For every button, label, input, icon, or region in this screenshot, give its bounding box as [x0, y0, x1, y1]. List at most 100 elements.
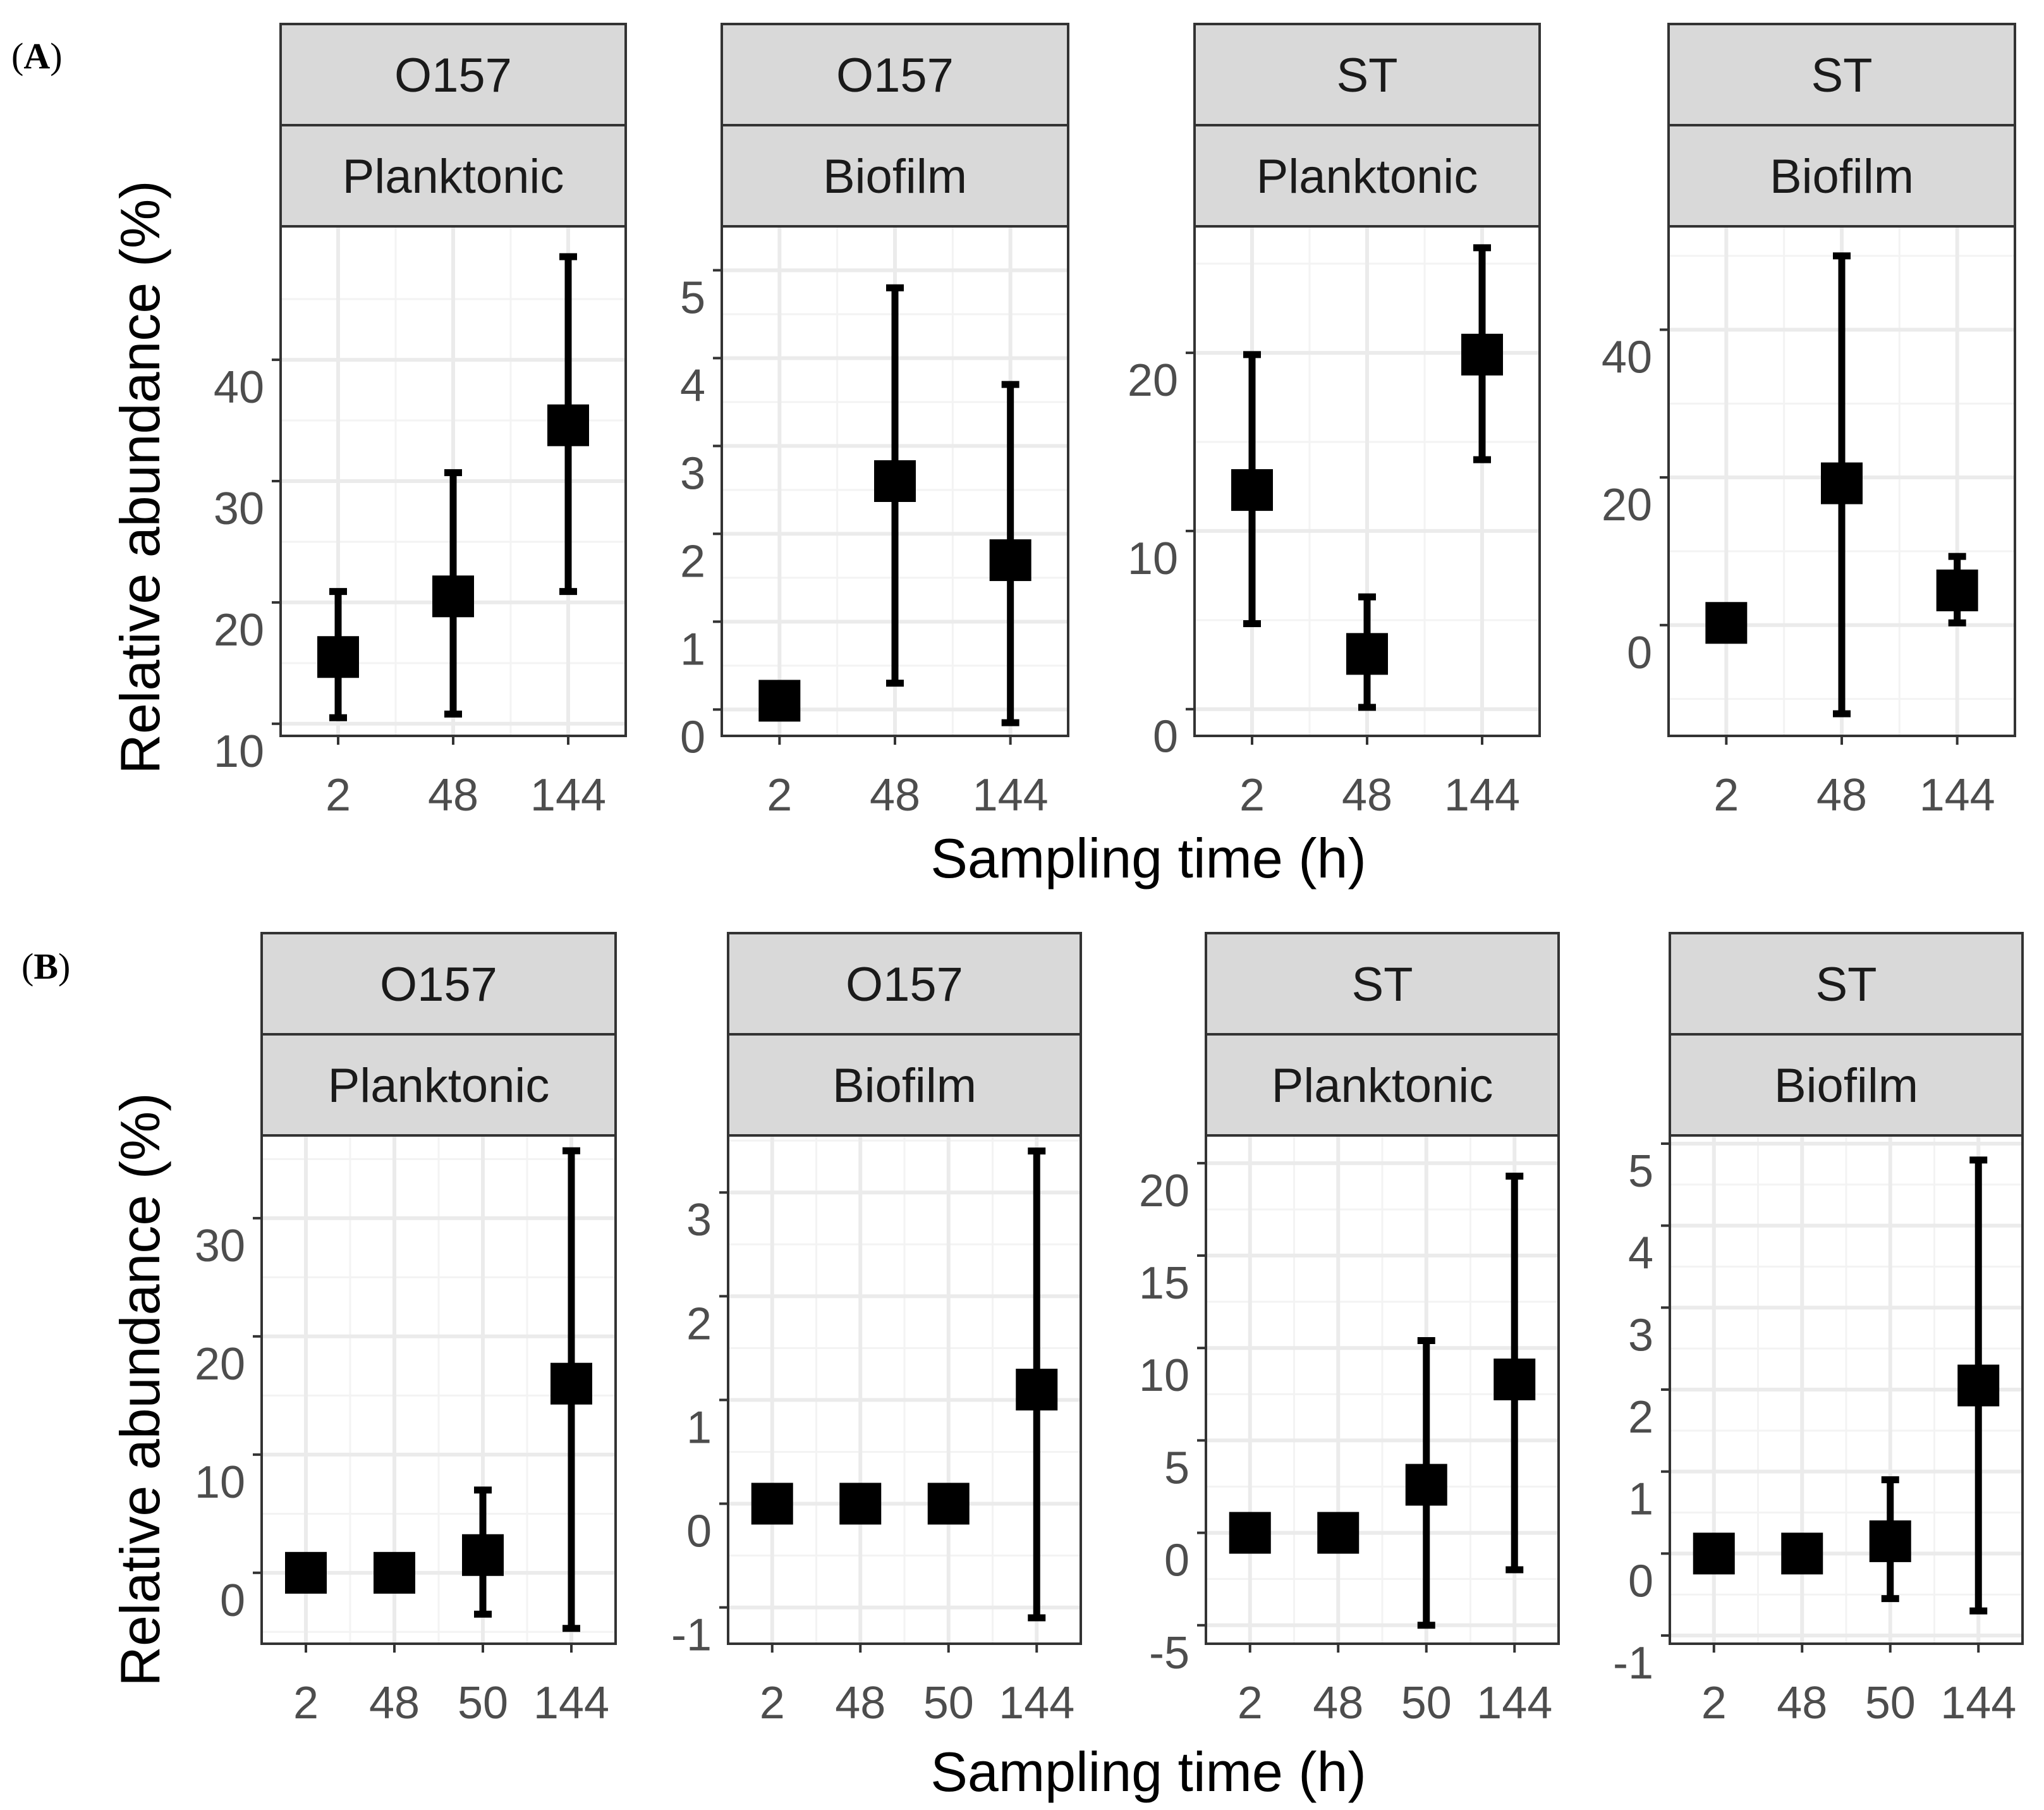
strip-strain-label: ST: [1351, 958, 1413, 1012]
strip-state-box: [1669, 1033, 2024, 1137]
data-point: [1705, 602, 1748, 644]
strip-state-box: [1205, 1033, 1560, 1137]
y-tick-label: 10: [1139, 1350, 1189, 1401]
y-tick-label: 3: [680, 448, 705, 499]
x-tick-label: 50: [458, 1678, 508, 1728]
axis-titles: Relative abundance (%) Sampling time (h)…: [109, 180, 1366, 1803]
x-tick-label: 48: [1342, 770, 1392, 821]
strip-strain-label: ST: [1336, 49, 1397, 102]
data-point: [1317, 1512, 1360, 1554]
x-tick-label: 48: [835, 1678, 885, 1728]
data-point: [839, 1483, 882, 1525]
y-tick-label: 10: [195, 1457, 245, 1508]
strip-strain-box: [1667, 23, 2016, 126]
facet-panel-a-st-biofilm: ST Biofilm 0 20 40 2 48 144: [1602, 23, 2016, 821]
x-tick-label: 144: [1919, 770, 1995, 821]
data-point: [1821, 462, 1863, 504]
data-point: [1493, 1358, 1536, 1400]
y-tick-label: 30: [214, 484, 264, 534]
y-tick-label: 20: [1128, 355, 1178, 406]
y-tick-label: 0: [1628, 1556, 1653, 1606]
strip-strain-label: O157: [394, 49, 512, 102]
x-tick-label: 144: [973, 770, 1049, 821]
strip-strain-box: [727, 932, 1082, 1036]
strip-state-label: Planktonic: [1256, 150, 1478, 204]
strip-state-label: Biofilm: [832, 1059, 976, 1113]
y-tick-label: 4: [680, 360, 705, 411]
y-tick-label: 0: [680, 712, 705, 762]
x-tick-label: 144: [1476, 1678, 1552, 1728]
y-tick-label: 2: [686, 1299, 712, 1349]
y-axis-title-row-b: Relative abundance (%): [109, 1092, 171, 1686]
y-tick-label: 5: [1628, 1146, 1653, 1197]
y-tick-label: 5: [680, 272, 705, 323]
y-tick-label: 15: [1139, 1258, 1189, 1309]
panel-label-close: ): [50, 35, 62, 76]
strip-strain-label: O157: [380, 958, 497, 1012]
panel-label-letter: A: [23, 35, 50, 76]
y-tick-label: 0: [686, 1506, 712, 1556]
facet-panel-a-o157-planktonic: O157 Planktonic 10 20 30 40 2 48 144: [214, 23, 627, 821]
x-tick-label: 2: [1239, 770, 1265, 821]
y-tick-label: 20: [1139, 1166, 1189, 1216]
panel-label-open: (: [21, 946, 33, 987]
data-point: [551, 1362, 592, 1405]
x-tick-label: 48: [369, 1678, 420, 1728]
facet-panel-b-o157-planktonic: O157 Planktonic 0 10 20 30 2 48 50 144: [195, 932, 617, 1728]
x-tick-label: 48: [428, 770, 478, 821]
y-tick-label: 3: [1628, 1310, 1653, 1361]
strip-state-box: [721, 124, 1069, 228]
strip-state-label: Planktonic: [343, 150, 564, 204]
data-point: [285, 1551, 327, 1594]
x-tick-label: 2: [1701, 1678, 1727, 1728]
x-tick-label: 50: [923, 1678, 974, 1728]
panel-label-close: ): [58, 946, 70, 987]
strip-state-box: [1667, 124, 2016, 228]
data-point: [432, 575, 474, 618]
panel-labels: (A)(B): [11, 35, 70, 987]
data-point: [927, 1483, 970, 1525]
strip-state-label: Planktonic: [1272, 1059, 1493, 1113]
strip-state-box: [727, 1033, 1082, 1137]
x-tick-label: 144: [1444, 770, 1520, 821]
facet-panel-a-st-planktonic: ST Planktonic 0 10 20 2 48 144: [1128, 23, 1541, 821]
panel-label-open: (: [11, 35, 23, 76]
strip-state-label: Biofilm: [1770, 150, 1914, 204]
x-tick-label: 48: [870, 770, 920, 821]
strip-strain-label: ST: [1811, 49, 1872, 102]
y-tick-label: 3: [686, 1195, 712, 1245]
data-point: [1936, 569, 1978, 611]
y-tick-label: 0: [1627, 628, 1652, 678]
strip-state-label: Biofilm: [1774, 1059, 1918, 1113]
x-tick-label: 50: [1865, 1678, 1916, 1728]
facet-panel-b-st-biofilm: ST Biofilm -1 0 1 2 3 4 5 2 48 50 144: [1613, 932, 2024, 1728]
y-tick-label: 30: [195, 1221, 245, 1271]
x-tick-label: 2: [1713, 770, 1739, 821]
y-tick-label: 20: [195, 1339, 245, 1390]
strip-state-label: Planktonic: [328, 1059, 550, 1113]
data-point: [1016, 1369, 1058, 1410]
strip-strain-box: [1669, 932, 2024, 1036]
y-tick-label: 10: [214, 726, 264, 777]
strip-strain-label: O157: [836, 49, 954, 102]
y-tick-label: 10: [1128, 534, 1178, 584]
data-point: [751, 1483, 793, 1525]
x-tick-label: 2: [767, 770, 792, 821]
y-tick-label: -1: [671, 1610, 712, 1661]
x-tick-label: 144: [1940, 1678, 2016, 1728]
strip-strain-label: ST: [1815, 958, 1877, 1012]
data-point: [1346, 633, 1388, 675]
x-tick-label: 144: [530, 770, 606, 821]
facet-panel-a-o157-biofilm: O157 Biofilm 0 1 2 3 4 5 2 48 144: [680, 23, 1069, 821]
x-axis-title-row-a: Sampling time (h): [930, 827, 1366, 890]
x-tick-label: 48: [1816, 770, 1867, 821]
strip-strain-box: [1205, 932, 1560, 1036]
y-tick-label: -5: [1149, 1628, 1189, 1679]
y-tick-label: 1: [686, 1402, 712, 1453]
data-point: [758, 680, 801, 722]
y-tick-label: 0: [1153, 712, 1178, 762]
panel-label-a: (A): [11, 35, 63, 76]
y-tick-label: 20: [1602, 480, 1652, 530]
